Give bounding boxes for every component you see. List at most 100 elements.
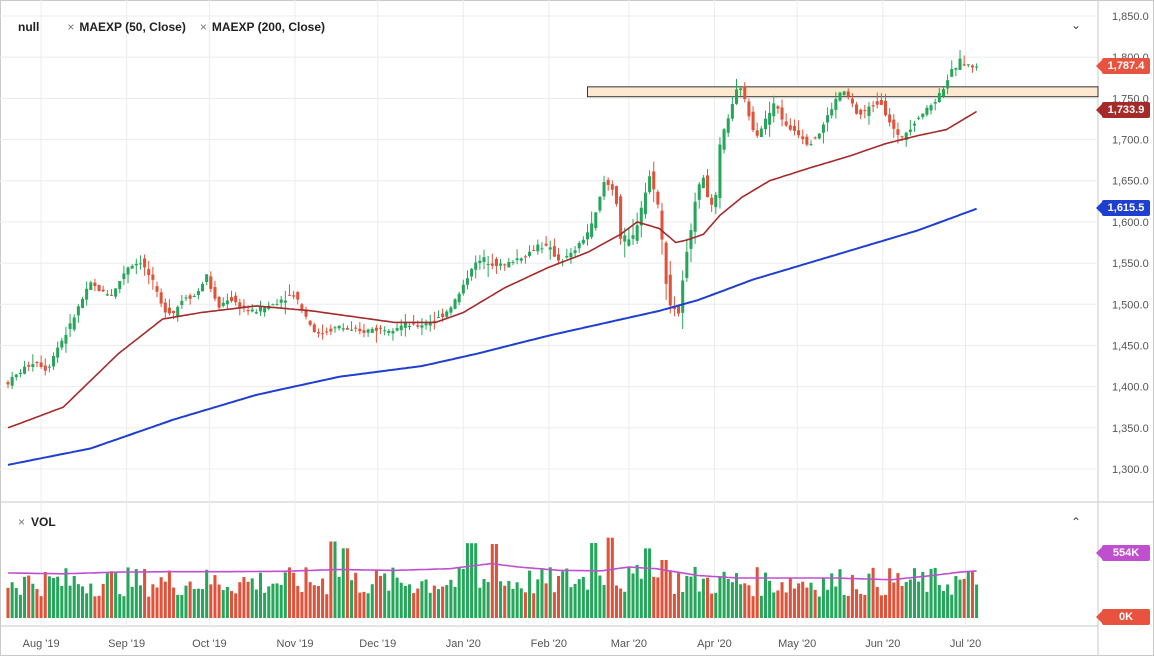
candle-body (805, 136, 809, 145)
volume-bar (172, 587, 176, 618)
candle-body (486, 263, 490, 265)
volume-bar (631, 573, 635, 618)
candle-body (370, 328, 374, 333)
candle-body (900, 136, 904, 138)
candle-body (105, 294, 109, 296)
candle-body (726, 118, 730, 133)
candle-body (859, 109, 863, 115)
x-tick-label: Jan '20 (446, 638, 481, 650)
volume-bar (739, 584, 743, 618)
volume-bar (602, 585, 606, 618)
candle-body (776, 106, 780, 109)
volume-bar (743, 583, 747, 618)
candle-body (946, 80, 950, 89)
volume-bar (606, 537, 610, 618)
candle-body (846, 91, 850, 97)
volume-bar (428, 592, 432, 618)
volume-bar (238, 582, 242, 618)
candle-body (697, 184, 701, 200)
volume-bar (39, 596, 43, 618)
volume-bar (453, 586, 457, 618)
volume-bar (929, 568, 933, 618)
volume-bar (863, 595, 867, 618)
volume-zero-tag: 0K (1096, 609, 1150, 625)
volume-bar (598, 575, 602, 618)
volume-bar (544, 583, 548, 618)
candle-body (664, 242, 668, 284)
volume-bar (420, 581, 424, 618)
volume-bar (627, 566, 631, 618)
volume-bar (855, 589, 859, 618)
volume-bar (196, 588, 200, 618)
volume-bar (921, 572, 925, 618)
candle-body (395, 328, 399, 331)
volume-bar (950, 594, 954, 618)
candle-body (234, 295, 238, 303)
candle-body (300, 304, 304, 310)
candle-body (10, 376, 14, 386)
candle-body (941, 89, 945, 97)
candle-body (668, 274, 672, 306)
volume-bar (366, 593, 370, 618)
candle-body (35, 361, 39, 363)
volume-bar (888, 568, 892, 618)
volume-bar (134, 569, 138, 618)
candle-body (896, 129, 900, 135)
y-tick-label: 1,500.0 (1112, 299, 1149, 311)
candle-body (56, 347, 60, 358)
x-tick-label: Aug '19 (23, 638, 60, 650)
volume-bar (312, 585, 316, 618)
candle-body (912, 123, 917, 126)
candle-body (921, 113, 925, 118)
candle-body (925, 107, 929, 115)
volume-bar (896, 573, 900, 618)
volume-bar (18, 594, 22, 618)
candle-body (768, 112, 772, 125)
volume-bar (879, 595, 883, 618)
volume-bar (97, 595, 101, 618)
candle-body (52, 356, 56, 367)
volume-bar (457, 567, 461, 618)
legend-remove-ma50-icon[interactable]: × (67, 20, 75, 34)
volume-bar (801, 581, 805, 618)
candle-body (734, 89, 739, 104)
collapse-volume-pane-icon[interactable]: ⌃ (1071, 515, 1082, 529)
volume-bar (826, 589, 830, 618)
candle-body (80, 298, 85, 308)
candle-body (275, 304, 279, 306)
volume-bar (792, 588, 796, 618)
collapse-main-pane-icon[interactable]: ⌄ (1071, 18, 1082, 32)
volume-bar (585, 589, 590, 618)
candle-body (879, 100, 883, 105)
legend-remove-ma200-icon[interactable]: × (199, 20, 207, 34)
volume-bar (308, 582, 312, 618)
volume-bar (515, 582, 519, 618)
volume-bar (412, 593, 416, 618)
volume-bar (846, 595, 850, 618)
volume-bar (60, 586, 64, 618)
volume-bar (751, 596, 755, 618)
volume-bar (379, 575, 383, 618)
candle-body (271, 304, 275, 306)
candle-body (304, 309, 308, 317)
volume-bar (10, 582, 14, 618)
volume-bar (47, 576, 51, 618)
candle-body (490, 263, 494, 266)
candle-body (850, 98, 854, 104)
y-tick-label: 1,600.0 (1112, 217, 1149, 229)
volume-bar (532, 593, 536, 618)
candle-body (623, 235, 627, 242)
candle-body (416, 325, 420, 327)
volume-bar (871, 567, 875, 618)
volume-bar (573, 583, 577, 618)
chart-legend: null × MAEXP (50, Close) × MAEXP (200, C… (18, 20, 333, 34)
volume-bar (143, 568, 147, 618)
volume-bar (511, 588, 515, 618)
volume-bar (424, 579, 428, 618)
volume-remove-icon[interactable]: × (18, 515, 26, 529)
candle-body (842, 91, 846, 96)
candle-body (192, 295, 196, 297)
x-tick-label: Apr '20 (697, 638, 732, 650)
volume-bar (345, 548, 349, 618)
